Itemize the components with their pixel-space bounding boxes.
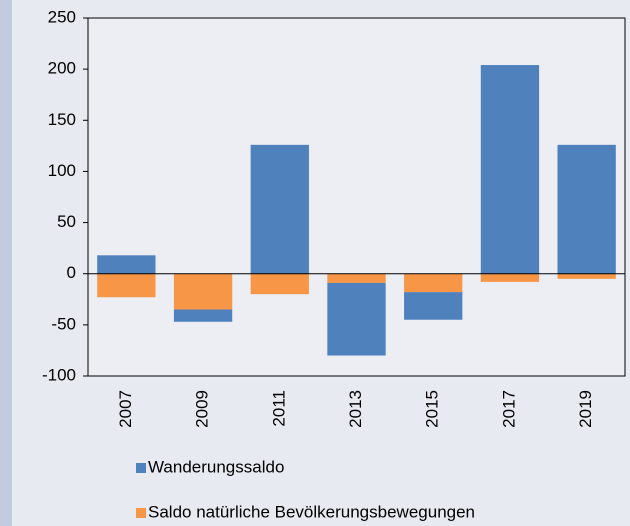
bar (404, 273, 463, 293)
bar (557, 144, 616, 274)
y-tick-label: -100 (42, 365, 76, 384)
bar (480, 273, 540, 282)
bar (327, 282, 386, 356)
x-tick-label: 2009 (193, 390, 212, 428)
y-tick-label: 250 (48, 7, 76, 26)
side-strip (0, 0, 12, 526)
bar (250, 273, 309, 295)
bar (173, 309, 233, 322)
bar (327, 273, 386, 283)
bar (97, 255, 156, 274)
y-tick-label: 150 (48, 110, 76, 129)
bar (480, 65, 540, 274)
x-tick-label: 2007 (116, 390, 135, 428)
bar (404, 292, 463, 320)
y-tick-label: 0 (67, 263, 76, 282)
x-tick-label: 2019 (576, 390, 595, 428)
legend-swatch (136, 463, 146, 473)
bar (557, 273, 616, 279)
y-tick-label: 100 (48, 161, 76, 180)
legend-swatch (136, 508, 146, 518)
legend-label: Saldo natürliche Bevölkerungsbewegungen (148, 502, 475, 521)
bar (173, 273, 233, 310)
x-tick-label: 2013 (346, 390, 365, 428)
bar (97, 273, 156, 298)
y-tick-label: 200 (48, 59, 76, 78)
y-tick-label: 50 (57, 212, 76, 231)
legend-label: Wanderungssaldo (148, 457, 284, 476)
bar (250, 144, 309, 274)
x-tick-label: 2011 (269, 390, 288, 427)
y-tick-label: -50 (51, 314, 76, 333)
x-tick-label: 2017 (499, 390, 518, 428)
x-tick-label: 2015 (423, 390, 442, 428)
